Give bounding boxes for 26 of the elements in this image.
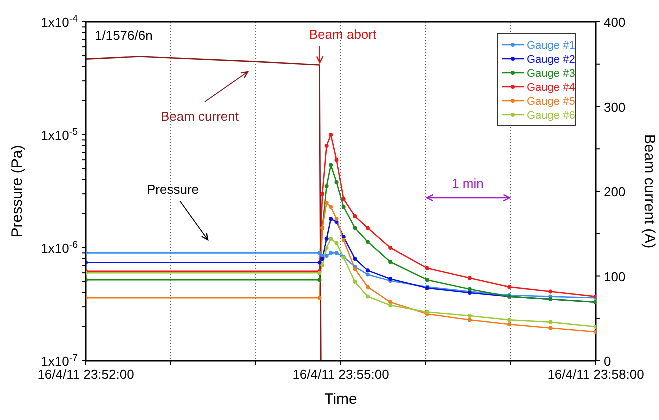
annotation: 1 min bbox=[452, 176, 484, 191]
annotation: Beam abort bbox=[309, 27, 377, 42]
y2-tick-label: 0 bbox=[604, 354, 612, 369]
annotation: Pressure bbox=[146, 182, 200, 197]
legend-label: Gauge #4 bbox=[527, 82, 576, 94]
y2-axis-title: Beam current (A) bbox=[641, 134, 658, 249]
x-axis-title: Time bbox=[324, 391, 358, 408]
y-axis-title: Pressure (Pa) bbox=[9, 145, 26, 238]
x-tick-label: 16/4/11 23:55:00 bbox=[292, 367, 390, 382]
y-tick-label: 1x10$^{-6}$ bbox=[41, 240, 78, 256]
legend-label: Gauge #6 bbox=[527, 110, 576, 122]
legend-label: Gauge #2 bbox=[527, 54, 576, 66]
y2-tick-label: 400 bbox=[604, 15, 626, 30]
x-tick-label: 16/4/11 23:52:00 bbox=[38, 367, 134, 382]
x-tick-label: 16/4/11 23:58:00 bbox=[548, 367, 644, 382]
legend-label: Gauge #1 bbox=[527, 40, 576, 52]
annotation: 1/1576/6n bbox=[95, 28, 153, 43]
y-tick-label: 1x10$^{-4}$ bbox=[41, 14, 79, 30]
legend-label: Gauge #3 bbox=[527, 68, 576, 80]
y-tick-label: 1x10$^{-5}$ bbox=[41, 126, 79, 143]
y2-tick-label: 100 bbox=[604, 269, 626, 284]
y2-tick-label: 200 bbox=[604, 184, 626, 200]
annotation: Beam current bbox=[160, 109, 240, 124]
y-tick-label: 1x10$^{-7}$ bbox=[41, 352, 78, 369]
legend-label: Gauge #5 bbox=[527, 96, 576, 108]
y2-tick-label: 300 bbox=[604, 100, 626, 115]
